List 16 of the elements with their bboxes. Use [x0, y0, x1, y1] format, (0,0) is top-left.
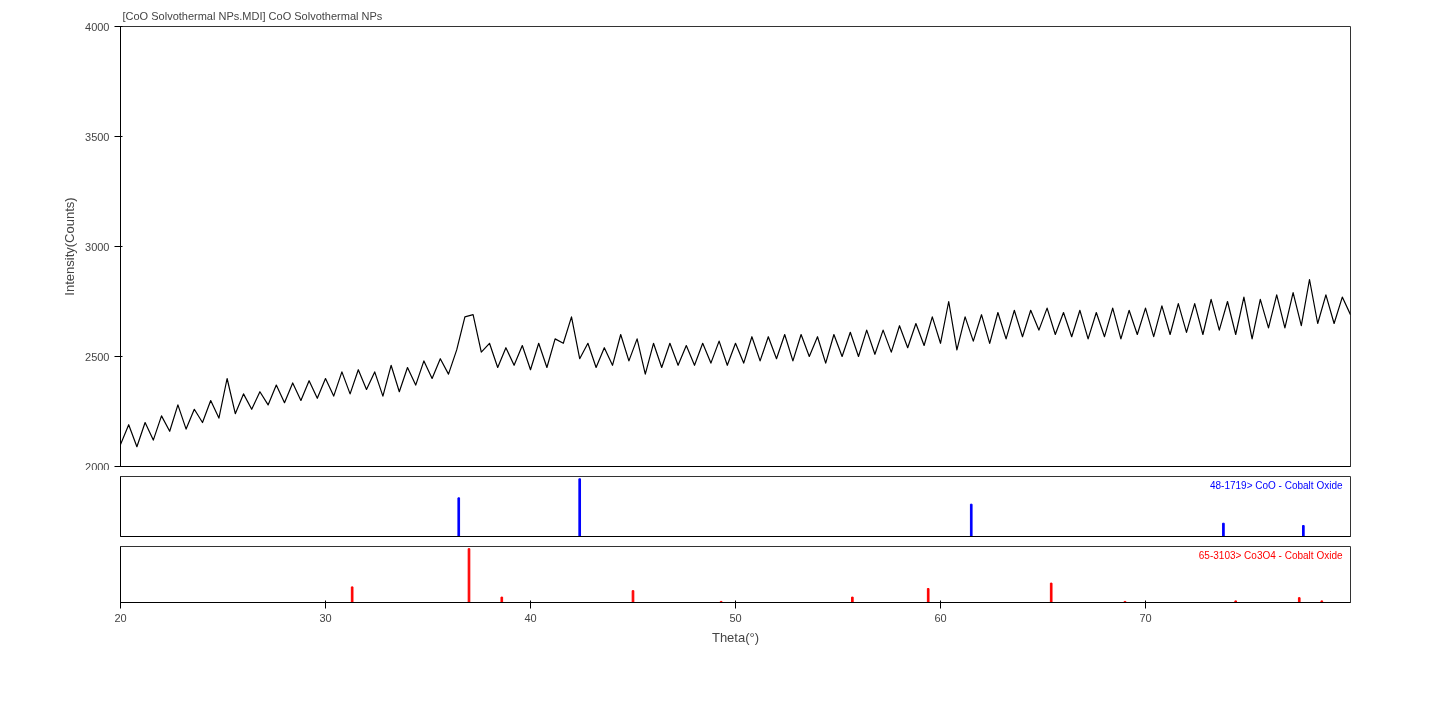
y-tick-label: 4000 — [85, 20, 110, 33]
text: 48-1719> CoO - Cobalt Oxide — [1209, 479, 1343, 491]
x-tick-label: 40 — [524, 611, 537, 624]
y-tick-label: 3500 — [85, 130, 110, 143]
y-tick-label: 3000 — [85, 240, 110, 253]
x-tick-label: 50 — [729, 611, 742, 624]
x-tick-label: 30 — [319, 611, 332, 624]
chart-title: [CoO Solvothermal NPs.MDI] CoO Solvothermal NPs — [122, 9, 383, 22]
text: 65-3103> Co3O4 - Cobalt Oxide — [1198, 549, 1343, 561]
y-tick-label: 2500 — [85, 350, 110, 363]
x-tick-label: 60 — [934, 611, 947, 624]
x-tick-label: 70 — [1139, 611, 1152, 624]
y-tick-label: 2000 — [85, 460, 110, 473]
x-tick-label: 20 — [114, 611, 127, 624]
y-axis-title: Intensity(Counts) — [62, 197, 78, 296]
x-axis-title: Theta(°) — [711, 629, 760, 645]
